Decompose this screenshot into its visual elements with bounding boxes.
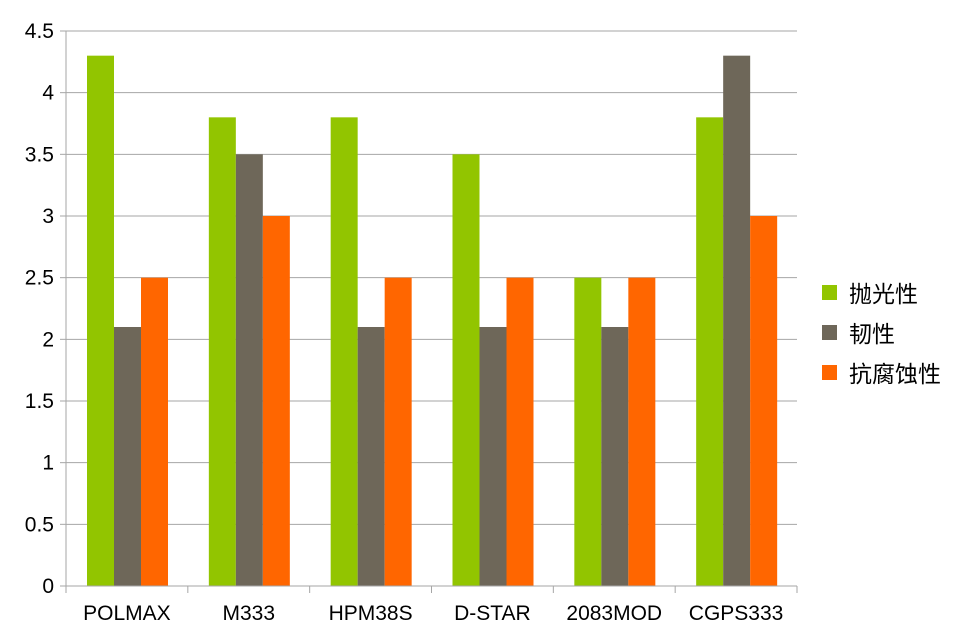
bar [141, 277, 168, 586]
legend: 抛光性 韧性 抗腐蚀性 [822, 272, 941, 392]
bar [574, 277, 602, 586]
legend-label: 韧性 [849, 322, 895, 348]
x-tick-labels: POLMAX M333 HPM38S D-STAR 2083MOD CGPS333 [83, 602, 783, 625]
bars [87, 55, 778, 587]
legend-item-toughness: 韧性 [822, 312, 941, 352]
bar [262, 216, 290, 586]
y-tick-label: 1.5 [25, 390, 54, 413]
legend-swatch [822, 324, 837, 340]
x-tick-label: HPM38S [329, 602, 413, 625]
bar [208, 117, 236, 586]
bar [357, 327, 385, 586]
y-tick-labels: 0 0.5 1 1.5 2 2.5 3 3.5 4 4.5 [25, 20, 55, 598]
legend-label: 抗腐蚀性 [849, 362, 941, 388]
legend-label: 抛光性 [849, 282, 918, 308]
bar [750, 216, 778, 586]
bar [87, 55, 114, 586]
bar [384, 277, 412, 586]
x-tick-label: 2083MOD [566, 602, 662, 625]
x-tick-label: POLMAX [83, 602, 171, 625]
bar [628, 277, 656, 586]
y-tick-label: 4 [42, 82, 54, 105]
bar [696, 117, 724, 586]
bar [114, 327, 141, 586]
y-tick-label: 0 [42, 575, 54, 598]
y-tick-label: 4.5 [25, 20, 54, 43]
x-tick-label: M333 [222, 602, 275, 625]
y-tick-label: 2.5 [25, 267, 54, 290]
x-tick-label: CGPS333 [689, 602, 784, 625]
bar [330, 117, 358, 586]
bar [235, 154, 263, 587]
y-tick-label: 1 [42, 452, 54, 475]
x-tick-label: D-STAR [454, 602, 531, 625]
bar [723, 55, 751, 586]
bar [506, 277, 534, 586]
bar [452, 154, 480, 587]
gridlines [66, 30, 797, 525]
bar [479, 327, 507, 586]
legend-item-corrosion: 抗腐蚀性 [822, 352, 941, 392]
legend-swatch [822, 364, 837, 380]
bar [601, 327, 629, 586]
y-tick-label: 0.5 [25, 513, 54, 536]
y-tick-label: 3.5 [25, 143, 54, 166]
y-tick-label: 2 [42, 328, 54, 351]
axes [60, 30, 798, 593]
y-tick-label: 3 [42, 205, 54, 228]
legend-swatch [822, 284, 837, 300]
legend-item-polish: 抛光性 [822, 272, 941, 312]
